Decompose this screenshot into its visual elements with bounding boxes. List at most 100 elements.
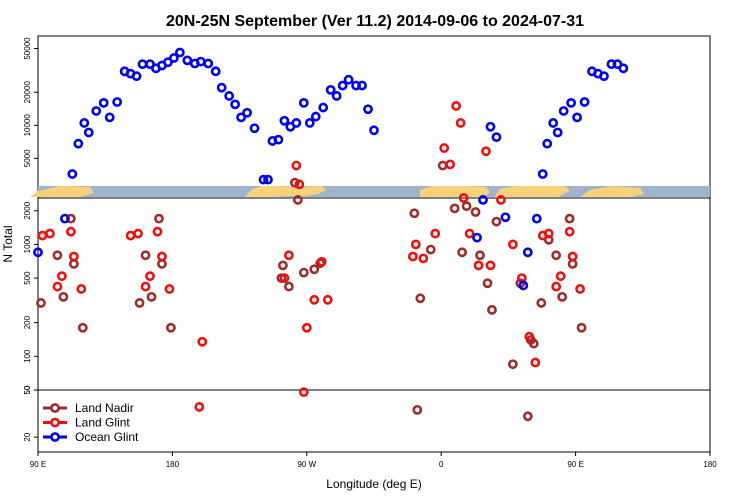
data-point	[558, 106, 569, 116]
y-axis-ticks: 5000 10000 20000 50000 50 100 200 500 1000 2000 20…	[23, 37, 38, 442]
data-point	[618, 63, 629, 74]
data-point	[279, 273, 290, 284]
data-point	[551, 250, 562, 261]
data-point	[410, 239, 421, 250]
data-point	[531, 213, 542, 224]
data-point	[552, 127, 563, 138]
data-point	[528, 338, 539, 349]
data-point	[164, 284, 175, 294]
data-point	[279, 115, 290, 126]
data-point	[564, 213, 575, 224]
y-tick-label: 50	[23, 385, 32, 394]
x-tick-label: 180	[166, 460, 180, 469]
data-point	[331, 91, 342, 101]
data-point	[599, 71, 609, 82]
data-point	[76, 284, 87, 294]
series-land-glint	[37, 101, 585, 412]
data-point	[273, 134, 284, 145]
data-point	[500, 212, 511, 223]
data-point	[309, 294, 320, 305]
data-point	[197, 336, 208, 347]
legend-item: Ocean Glint	[43, 430, 139, 444]
data-point	[557, 291, 568, 302]
data-point	[566, 97, 577, 108]
data-point	[152, 226, 163, 237]
data-point	[283, 250, 294, 261]
data-point	[487, 304, 497, 315]
data-point	[59, 213, 70, 224]
data-point	[216, 82, 227, 93]
data-point	[140, 281, 151, 292]
data-point	[58, 291, 69, 302]
map-land-asia-east-right	[580, 186, 644, 197]
data-point	[291, 118, 302, 128]
data-point	[369, 125, 379, 136]
legend-swatch-marker	[50, 417, 60, 428]
data-point	[298, 97, 309, 108]
data-point	[567, 251, 578, 262]
data-point	[572, 112, 582, 123]
data-point	[145, 271, 155, 282]
data-point	[154, 213, 164, 224]
data-point	[242, 107, 252, 118]
data-point	[65, 226, 76, 237]
data-point	[182, 55, 193, 66]
data-point	[316, 256, 327, 267]
data-point	[104, 112, 115, 123]
data-point	[482, 278, 493, 289]
map-land-arabia-india	[494, 186, 570, 197]
data-point	[555, 271, 566, 282]
data-point	[472, 232, 482, 243]
data-point	[278, 260, 288, 271]
data-point	[579, 97, 590, 107]
series-land-nadir	[36, 160, 587, 422]
y-tick-label: 1000	[23, 235, 32, 253]
data-point	[298, 387, 309, 398]
data-point	[325, 84, 336, 95]
data-point	[37, 230, 48, 241]
data-point	[537, 169, 548, 179]
data-point	[36, 298, 46, 308]
data-point	[491, 216, 502, 227]
data-point	[449, 203, 460, 214]
data-point	[445, 159, 456, 170]
y-tick-label: 20	[23, 432, 32, 441]
map-strip	[30, 186, 710, 197]
data-point	[451, 101, 462, 111]
data-point	[125, 230, 136, 241]
data-point	[407, 251, 418, 262]
data-point	[112, 97, 123, 107]
data-point	[496, 195, 506, 205]
data-point	[304, 118, 315, 128]
legend-item: Land Glint	[43, 416, 130, 430]
data-point	[283, 281, 294, 292]
data-point	[457, 247, 468, 258]
data-point	[298, 267, 309, 278]
data-point	[343, 74, 354, 85]
y-tick-label: 20000	[23, 81, 32, 104]
data-point	[478, 195, 488, 205]
data-point	[91, 106, 102, 116]
data-point	[576, 322, 587, 333]
data-point	[551, 281, 562, 292]
data-point	[437, 160, 448, 171]
data-point	[409, 208, 420, 219]
data-point	[318, 102, 329, 113]
data-point	[131, 71, 142, 82]
data-point	[522, 411, 533, 422]
map-land-north-america	[245, 186, 326, 197]
y-tick-label: 100	[23, 349, 32, 363]
data-point	[461, 201, 472, 212]
data-point	[236, 112, 246, 123]
data-point	[564, 226, 575, 237]
data-point	[485, 121, 496, 132]
data-point	[294, 179, 305, 190]
x-tick-label: 90 W	[297, 460, 316, 469]
y-tick-label: 50000	[23, 37, 32, 60]
data-point	[470, 207, 481, 217]
data-point	[33, 247, 43, 258]
data-point	[322, 294, 333, 305]
data-point	[194, 402, 205, 412]
data-point	[146, 291, 157, 302]
